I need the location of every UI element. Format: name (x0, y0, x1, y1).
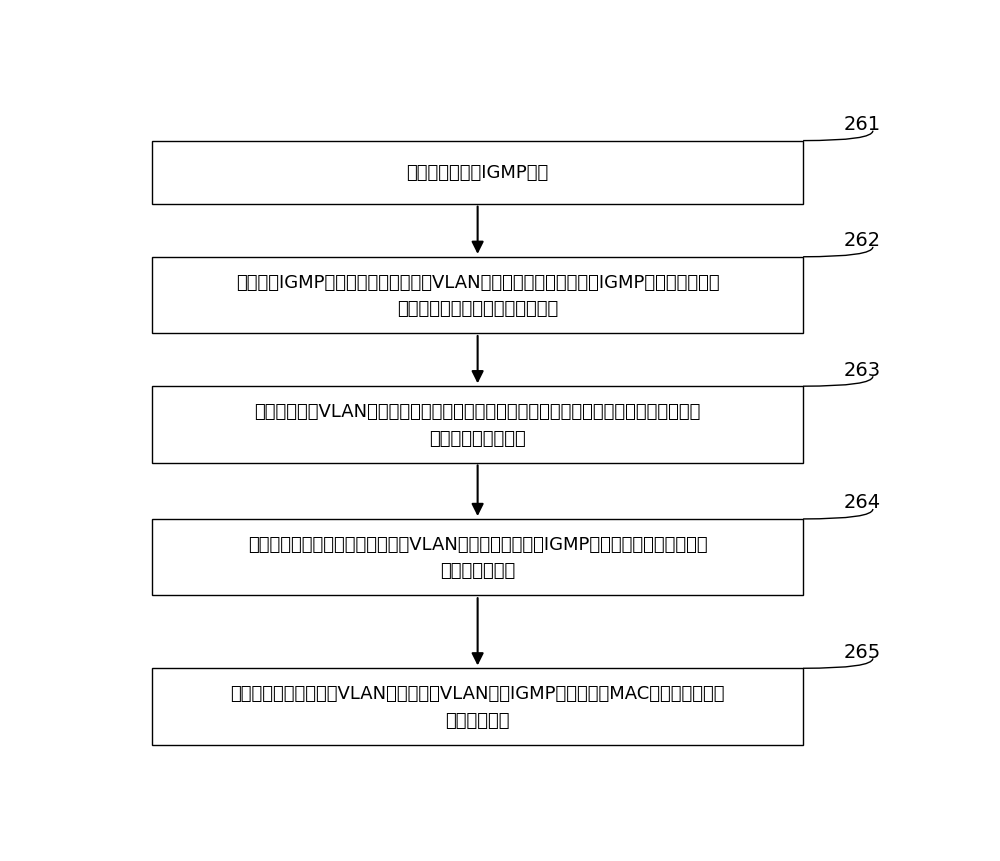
Text: 通过分析IGMP报文，获取主机所属的VLAN，以及交换机中用于接收IGMP报文的端口的标
志信息，标志信息可以包括端口号: 通过分析IGMP报文，获取主机所属的VLAN，以及交换机中用于接收IGMP报文的… (236, 274, 719, 318)
Text: 263: 263 (844, 360, 881, 379)
Text: 将索引值、主机所属的VLAN所属的组播VLAN以及IGMP报文的组播MAC地址存入二层转
发表的表项中: 将索引值、主机所属的VLAN所属的组播VLAN以及IGMP报文的组播MAC地址存… (230, 684, 725, 728)
Bar (152, 519, 803, 596)
Bar (152, 387, 803, 463)
Bar (152, 668, 803, 745)
Text: 将主机所属的VLAN以及端口的标志信息存入三层转发表的表项中，其中，三层转发表的每
个表项都包括索引值: 将主机所属的VLAN以及端口的标志信息存入三层转发表的表项中，其中，三层转发表的… (254, 403, 701, 447)
Text: 264: 264 (844, 492, 881, 511)
Bar (152, 257, 803, 334)
Text: 265: 265 (843, 642, 881, 661)
Bar (152, 141, 803, 204)
Text: 获取三层转发表中存储主机所属的VLAN以及交换机中接收IGMP报文的端口的标志信息对
应表项的索引值: 获取三层转发表中存储主机所属的VLAN以及交换机中接收IGMP报文的端口的标志信… (248, 536, 707, 579)
Text: 261: 261 (844, 115, 881, 134)
Text: 262: 262 (844, 231, 881, 250)
Text: 接收来自主机的IGMP报文: 接收来自主机的IGMP报文 (406, 164, 549, 182)
